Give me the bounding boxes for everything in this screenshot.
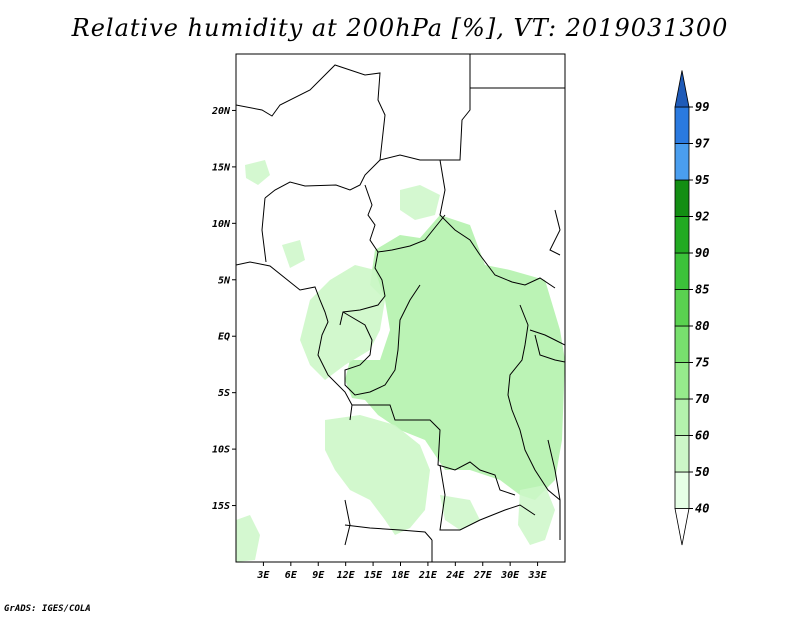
humidity-patch-sw-corner bbox=[236, 515, 260, 562]
lat-tick-label: 10S bbox=[212, 445, 230, 456]
boundary-tanzania bbox=[529, 329, 565, 346]
colorbar-level-label: 95 bbox=[695, 173, 709, 187]
boundary-nigeria-chad bbox=[339, 184, 386, 326]
lat-tick-label: 20N bbox=[211, 106, 231, 117]
lon-tick-label: 30E bbox=[500, 570, 520, 581]
lon-tick-label: 21E bbox=[418, 570, 438, 581]
boundary-uganda bbox=[534, 334, 565, 363]
humidity-patch-central bbox=[345, 215, 565, 500]
humidity-patch-south bbox=[325, 415, 430, 535]
colorbar-segment bbox=[674, 143, 690, 181]
humidity-patch-northwest bbox=[245, 160, 270, 185]
colorbar-level-label: 99 bbox=[695, 100, 709, 114]
lon-tick-label: 15E bbox=[364, 570, 383, 581]
lon-tick-label: 18E bbox=[391, 570, 410, 581]
colorbar-level-label: 90 bbox=[695, 246, 709, 260]
grads-credit: GrADS: IGES/COLA bbox=[4, 604, 91, 614]
lon-tick-label: 9E bbox=[312, 570, 325, 581]
colorbar-segment bbox=[674, 106, 690, 144]
boundaries bbox=[236, 54, 565, 562]
lon-tick-label: 24E bbox=[445, 570, 465, 581]
colorbar-segment bbox=[674, 289, 690, 327]
colorbar: 40 50 60 70 75 80 85 90 92 95 97 99 bbox=[674, 70, 710, 546]
boundary-drc-angola bbox=[352, 404, 516, 496]
colorbar-level-label: 70 bbox=[695, 392, 709, 406]
colorbar-level-label: 60 bbox=[695, 429, 709, 443]
boundary-chad-sudan bbox=[379, 54, 471, 161]
lon-tick-label: 12E bbox=[337, 570, 356, 581]
humidity-patch-north bbox=[400, 185, 440, 220]
colorbar-level-label: 85 bbox=[695, 283, 709, 297]
boundary-mozambique bbox=[547, 439, 561, 540]
colorbar-segment bbox=[674, 325, 690, 363]
colorbar-level-label: 40 bbox=[695, 502, 709, 516]
colorbar-lower-arrow bbox=[674, 508, 690, 546]
boundary-sw-angola bbox=[344, 499, 351, 546]
humidity-field bbox=[236, 160, 565, 562]
chart-title: Relative humidity at 200hPa [%], VT: 201… bbox=[71, 14, 729, 42]
lat-tick-label: 5S bbox=[218, 388, 230, 399]
colorbar-segment bbox=[674, 362, 690, 400]
lat-tick-label: 10N bbox=[212, 219, 231, 230]
boundary-zambia bbox=[439, 464, 536, 531]
boundary-sahara-north bbox=[236, 64, 386, 199]
latitude-axis: 20N 15N 10N 5N EQ 5S 10S 15S bbox=[211, 106, 236, 512]
humidity-patch-west-small bbox=[282, 240, 305, 268]
colorbar-segment bbox=[674, 398, 690, 436]
lon-tick-label: 3E bbox=[256, 570, 270, 581]
lat-tick-label: 15S bbox=[212, 501, 230, 512]
lat-tick-label: 5N bbox=[218, 275, 231, 286]
lon-tick-label: 27E bbox=[473, 570, 493, 581]
boundary-congo bbox=[342, 284, 421, 396]
lat-tick-label: 15N bbox=[212, 162, 231, 173]
lat-tick-label: EQ bbox=[218, 332, 230, 343]
lon-tick-label: 33E bbox=[528, 570, 548, 581]
boundary-ethiopia bbox=[549, 209, 561, 256]
colorbar-segment bbox=[674, 216, 690, 254]
longitude-axis: 3E 6E 9E 12E 15E 18E 21E 24E 27E 30E 33E bbox=[256, 562, 548, 581]
boundary-car-sudan bbox=[439, 159, 556, 289]
boundary-west-vertical bbox=[261, 197, 267, 263]
boundary-namibia bbox=[344, 524, 433, 541]
boundary-east-lakes bbox=[507, 304, 561, 501]
colorbar-level-label: 97 bbox=[695, 137, 710, 151]
boundary-car-drc bbox=[377, 214, 446, 253]
colorbar-level-label: 75 bbox=[695, 356, 709, 370]
colorbar-upper-arrow bbox=[674, 70, 690, 108]
humidity-patch-southeast bbox=[518, 485, 555, 545]
humidity-patch-west bbox=[300, 265, 385, 380]
colorbar-segment bbox=[674, 435, 690, 473]
colorbar-segment bbox=[674, 471, 690, 509]
colorbar-level-label: 80 bbox=[695, 319, 709, 333]
colorbar-segment bbox=[674, 252, 690, 290]
colorbar-segment bbox=[674, 179, 690, 217]
lon-tick-label: 6E bbox=[285, 570, 298, 581]
colorbar-level-label: 92 bbox=[695, 210, 709, 224]
colorbar-level-label: 50 bbox=[695, 465, 709, 479]
coastline-west-africa bbox=[236, 261, 353, 421]
humidity-patch-south-center bbox=[440, 495, 480, 530]
